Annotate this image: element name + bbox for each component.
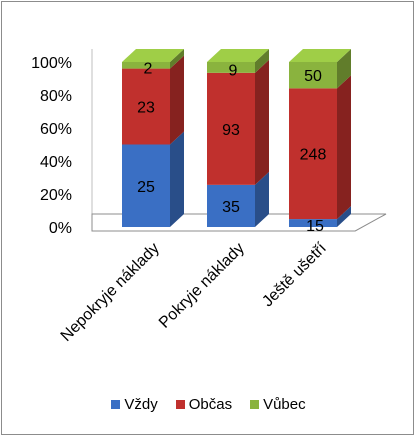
data-label: 248 [300, 147, 327, 164]
legend-swatch [250, 400, 260, 409]
data-label: 35 [222, 199, 240, 216]
legend-swatch [111, 400, 121, 409]
y-tick-label: 0% [49, 220, 72, 237]
category-label: Pokryje náklady [156, 240, 248, 332]
stacked-column-chart: 0% 20% 40% 60% 80% 100% 25 23 2 Nepokryje náklady… [31, 49, 387, 345]
bar-segment-side [170, 131, 184, 227]
bar-top [122, 49, 184, 62]
y-tick-label: 20% [40, 187, 72, 204]
legend-item: Vůbec [250, 396, 306, 413]
legend-label: Vždy [124, 396, 158, 413]
data-label: 50 [304, 68, 322, 85]
legend-label: Vůbec [263, 396, 306, 413]
data-label: 23 [137, 100, 155, 117]
data-label: 93 [222, 122, 240, 139]
bar-segment [289, 88, 337, 220]
bar-segment-side [255, 171, 269, 227]
bar-segment-side [170, 55, 184, 145]
bar-segment [207, 62, 255, 73]
legend: Vždy Občas Vůbec [0, 396, 417, 413]
legend-item: Občas [175, 396, 233, 413]
data-label: 9 [229, 62, 238, 79]
legend-swatch [175, 400, 185, 409]
y-tick-label: 60% [40, 121, 72, 138]
category-label: Nepokryje náklady [58, 240, 163, 345]
bar-segment [122, 68, 170, 145]
bar-segment [207, 184, 255, 227]
bar-segment [289, 219, 337, 227]
data-label: 2 [144, 60, 153, 77]
data-label: 15 [306, 218, 324, 235]
bar-segment-side [337, 206, 351, 227]
y-tick-label: 80% [40, 88, 72, 105]
bar-segment-side [255, 49, 269, 73]
y-tick-label: 40% [40, 154, 72, 171]
bar-segment [122, 144, 170, 227]
bar-segment-side [337, 49, 351, 89]
category-label: Ještě ušetří [259, 239, 330, 310]
bar-segment [207, 72, 255, 185]
y-tick-label: 100% [31, 55, 72, 72]
bar-segment-side [255, 59, 269, 185]
data-label: 25 [137, 179, 155, 196]
bar-segment-side [337, 75, 351, 220]
bar-top [289, 49, 351, 62]
bar-segment [122, 62, 170, 69]
bar-segment [289, 62, 337, 89]
bar-top [207, 49, 269, 62]
legend-label: Občas [188, 396, 233, 413]
bar-segment-side [170, 49, 184, 69]
legend-item: Vždy [111, 396, 158, 413]
